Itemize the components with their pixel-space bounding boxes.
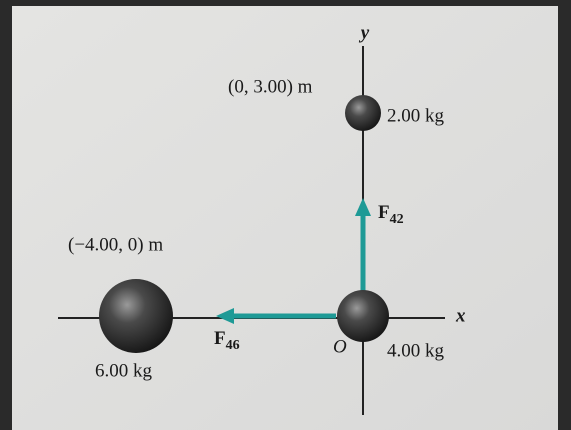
force-symbol: F bbox=[214, 328, 226, 349]
mass-label: 4.00 kg bbox=[387, 340, 445, 361]
origin-label: O bbox=[333, 336, 347, 357]
figure: y x O (0, 3.00) m 2.00 kg 4.00 kg (−4.00… bbox=[0, 0, 571, 430]
position-label: (−4.00, 0) m bbox=[68, 234, 163, 255]
force-subscript: 42 bbox=[390, 212, 404, 227]
mass-label: 2.00 kg bbox=[387, 105, 445, 126]
mass-label: 6.00 kg bbox=[95, 360, 153, 381]
page bbox=[12, 6, 558, 430]
force-symbol: F bbox=[378, 202, 390, 223]
y-label: y bbox=[359, 22, 370, 43]
sphere-4kg bbox=[337, 290, 389, 342]
sphere-6kg bbox=[99, 279, 173, 353]
x-label: x bbox=[455, 305, 466, 326]
position-label: (0, 3.00) m bbox=[228, 76, 313, 97]
sphere-2kg bbox=[345, 95, 381, 131]
force-subscript: 46 bbox=[226, 338, 240, 353]
